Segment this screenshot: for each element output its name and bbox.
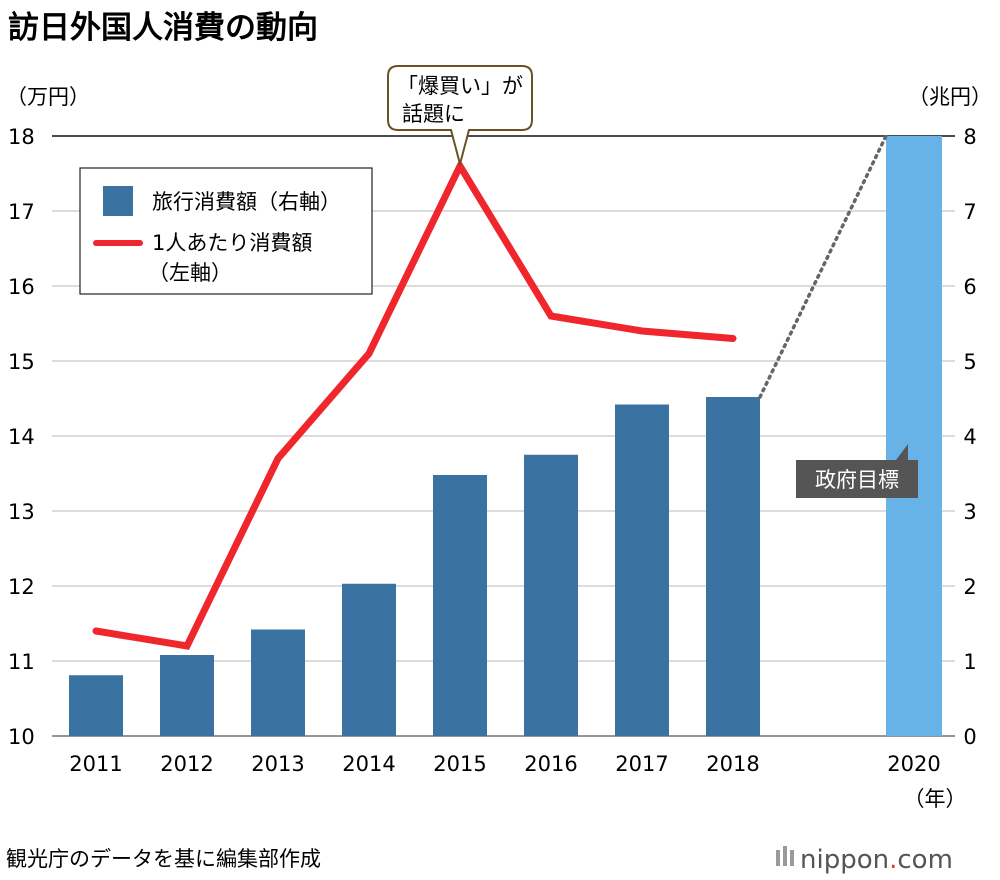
x-tick-label: 2011 xyxy=(69,752,122,776)
bar-2014 xyxy=(342,583,396,736)
left-tick-label: 10 xyxy=(8,725,35,749)
x-tick-label: 2012 xyxy=(160,752,213,776)
right-tick-label: 2 xyxy=(963,575,976,599)
right-tick-label: 8 xyxy=(963,125,976,149)
x-tick-label: 2015 xyxy=(433,752,486,776)
left-tick-label: 17 xyxy=(8,200,35,224)
bar-2012 xyxy=(160,655,214,736)
left-tick-label: 11 xyxy=(8,650,35,674)
right-tick-label: 6 xyxy=(963,275,976,299)
callout-bubble xyxy=(387,65,533,168)
chart-title: 訪日外国人消費の動向 xyxy=(8,10,318,46)
source-note: 観光庁のデータを基に編集部作成 xyxy=(6,847,321,871)
x-tick-label: 2017 xyxy=(615,752,668,776)
legend-label-line-1: 1人あたり消費額 xyxy=(152,231,312,255)
legend-label-bar: 旅行消費額（右軸） xyxy=(152,190,341,214)
bar-2013 xyxy=(251,629,305,736)
left-tick-label: 14 xyxy=(8,425,35,449)
per-capita-line xyxy=(92,158,737,650)
x-tick-label: 2013 xyxy=(251,752,304,776)
callout-text-1: 「爆買い」が xyxy=(397,74,523,98)
bar-2015 xyxy=(433,475,487,736)
target-label-box xyxy=(796,460,918,498)
bars xyxy=(69,136,942,736)
left-axis-unit: （万円） xyxy=(6,85,90,109)
callout-text-2: 話題に xyxy=(402,102,465,126)
target-connector-line xyxy=(758,134,888,399)
nippon-logo: nippon.com xyxy=(776,845,953,875)
x-tick-label: 2016 xyxy=(524,752,577,776)
logo-mark-icon xyxy=(776,846,794,866)
left-tick-label: 13 xyxy=(8,500,35,524)
legend: 旅行消費額（右軸） 1人あたり消費額 （左軸） xyxy=(79,167,373,295)
bar-2018 xyxy=(706,397,760,736)
right-tick-label: 3 xyxy=(963,500,976,524)
legend-swatch-bar xyxy=(103,186,133,216)
x-axis-unit: （年） xyxy=(904,787,967,811)
target-label-pointer xyxy=(896,444,908,460)
x-tick-label: 2018 xyxy=(706,752,759,776)
x-tick-label: 2020 xyxy=(887,752,940,776)
left-tick-label: 15 xyxy=(8,350,35,374)
left-tick-label: 12 xyxy=(8,575,35,599)
bar-2020 xyxy=(886,136,942,736)
legend-label-line-2: （左軸） xyxy=(148,261,232,285)
x-tick-label: 2014 xyxy=(342,752,395,776)
right-axis-unit: （兆円） xyxy=(908,85,992,109)
right-tick-label: 0 xyxy=(963,725,976,749)
bar-2016 xyxy=(524,454,578,736)
right-tick-label: 7 xyxy=(963,200,976,224)
right-tick-label: 1 xyxy=(963,650,976,674)
target-label-text: 政府目標 xyxy=(815,468,899,492)
bar-2011 xyxy=(69,675,123,736)
left-tick-label: 18 xyxy=(8,125,35,149)
logo-text: nippon.com xyxy=(800,845,953,875)
right-tick-label: 4 xyxy=(963,425,976,449)
bar-2017 xyxy=(615,404,669,736)
left-tick-label: 16 xyxy=(8,275,35,299)
right-tick-label: 5 xyxy=(963,350,976,374)
target-connector xyxy=(758,134,888,399)
